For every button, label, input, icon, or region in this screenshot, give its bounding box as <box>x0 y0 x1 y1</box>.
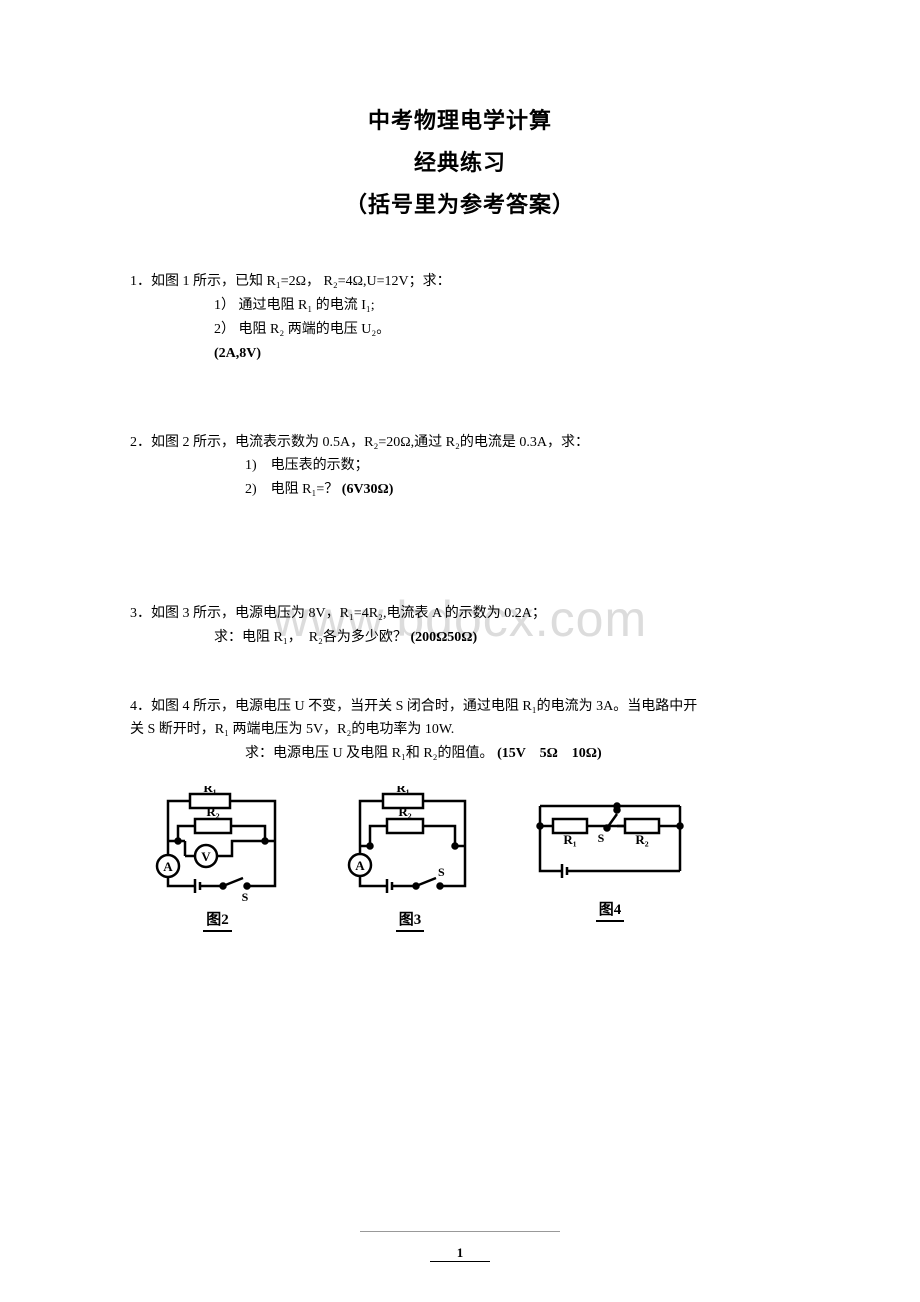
figure-3: R₁ R₂ A S 图3 <box>335 786 485 932</box>
svg-text:R₂: R₂ <box>206 804 219 819</box>
problem-4-sub-text: 求：电源电压 U 及电阻 R₁和 R₂的阻值。 <box>245 746 494 761</box>
circuit-diagram-3-icon: R₁ R₂ A S <box>335 786 485 906</box>
problem-4-head2: 关 S 断开时，R₁ 两端电压为 5V，R₂的电功率为 10W. <box>130 718 790 742</box>
problem-3-sub: 求：电阻 R₁， R₂各为多少欧？ (200Ω50Ω) <box>130 626 790 650</box>
circuit-diagram-2-icon: R₁ R₂ A V S <box>140 786 295 906</box>
svg-text:R₁: R₁ <box>396 786 409 795</box>
problem-2-answer: (6V30Ω) <box>342 482 394 497</box>
problem-4: 4．如图 4 所示，电源电压 U 不变，当开关 S 闭合时，通过电阻 R₁的电流… <box>130 695 790 766</box>
svg-text:V: V <box>201 849 211 864</box>
problem-4-sub: 求：电源电压 U 及电阻 R₁和 R₂的阻值。 (15V 5Ω 10Ω) <box>130 742 790 766</box>
svg-text:A: A <box>163 859 173 874</box>
title-line-2: 经典练习 <box>130 142 790 184</box>
circuit-diagram-4-icon: R₁ R₂ S <box>525 786 695 896</box>
svg-text:R₁: R₁ <box>203 786 216 795</box>
footer-rule <box>360 1231 560 1232</box>
figures-row: R₁ R₂ A V S 图2 <box>130 786 790 932</box>
figure-2: R₁ R₂ A V S 图2 <box>140 786 295 932</box>
title-line-1: 中考物理电学计算 <box>130 100 790 142</box>
svg-text:S: S <box>242 890 249 904</box>
problem-4-answer: (15V 5Ω 10Ω) <box>497 746 602 761</box>
problem-4-head1: 4．如图 4 所示，电源电压 U 不变，当开关 S 闭合时，通过电阻 R₁的电流… <box>130 695 790 719</box>
problem-3-sub-text: 求：电阻 R₁， R₂各为多少欧？ <box>214 630 407 645</box>
problem-2-sub1: 1) 电压表的示数； <box>130 454 790 478</box>
svg-text:S: S <box>598 831 605 845</box>
figure-3-label: 图3 <box>396 908 425 932</box>
problem-2-sub2: 2) 电阻 R₁=？ (6V30Ω) <box>130 478 790 502</box>
problem-1-answer: (2A,8V) <box>130 342 790 366</box>
problem-3-head: 3．如图 3 所示，电源电压为 8V，R₁=4R₂,电流表 A 的示数为 0.2… <box>130 602 790 626</box>
title-line-3: （括号里为参考答案） <box>130 184 790 226</box>
figure-4: R₁ R₂ S 图4 <box>525 786 695 932</box>
problem-3: 3．如图 3 所示，电源电压为 8V，R₁=4R₂,电流表 A 的示数为 0.2… <box>130 602 790 650</box>
page-number-value: 1 <box>430 1245 490 1262</box>
problem-1: 1．如图 1 所示，已知 R₁=2Ω， R₂=4Ω,U=12V；求： 1） 通过… <box>130 270 790 365</box>
problem-2-head: 2．如图 2 所示，电流表示数为 0.5A，R₂=20Ω,通过 R₂的电流是 0… <box>130 431 790 455</box>
svg-text:R₁: R₁ <box>563 832 576 847</box>
figure-2-label: 图2 <box>203 908 232 932</box>
page-number: 1 <box>430 1245 490 1262</box>
problem-1-head: 1．如图 1 所示，已知 R₁=2Ω， R₂=4Ω,U=12V；求： <box>130 270 790 294</box>
document-content: 中考物理电学计算 经典练习 （括号里为参考答案） 1．如图 1 所示，已知 R₁… <box>130 100 790 932</box>
problem-2-sub2-text: 2) 电阻 R₁=？ <box>245 482 338 497</box>
svg-text:R₂: R₂ <box>635 832 648 847</box>
problem-3-answer: (200Ω50Ω) <box>410 630 477 645</box>
svg-text:A: A <box>355 858 365 873</box>
title-block: 中考物理电学计算 经典练习 （括号里为参考答案） <box>130 100 790 225</box>
svg-text:R₂: R₂ <box>398 804 411 819</box>
problem-2: 2．如图 2 所示，电流表示数为 0.5A，R₂=20Ω,通过 R₂的电流是 0… <box>130 431 790 502</box>
figure-4-label: 图4 <box>596 898 625 922</box>
problem-1-sub1: 1） 通过电阻 R₁ 的电流 I₁; <box>130 294 790 318</box>
problem-1-sub2: 2） 电阻 R₂ 两端的电压 U₂。 <box>130 318 790 342</box>
svg-text:S: S <box>438 865 445 879</box>
